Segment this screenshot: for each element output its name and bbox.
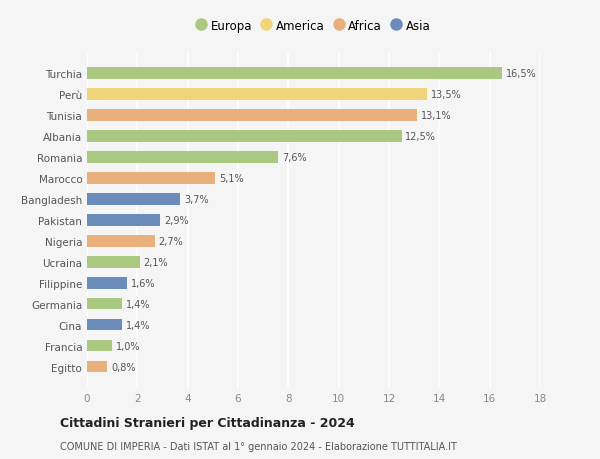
Text: 2,1%: 2,1% [143,257,168,267]
Bar [87,340,112,352]
Bar [87,257,140,268]
Bar [87,298,122,310]
Bar [87,152,278,163]
Bar [87,68,502,79]
Bar [87,361,107,373]
Bar [87,173,215,184]
Bar [87,214,160,226]
Text: 1,4%: 1,4% [126,320,151,330]
Bar [87,89,427,101]
Text: 1,4%: 1,4% [126,299,151,309]
Bar [87,131,401,142]
Text: 3,7%: 3,7% [184,195,209,204]
Legend: Europa, America, Africa, Asia: Europa, America, Africa, Asia [192,15,435,38]
Text: COMUNE DI IMPERIA - Dati ISTAT al 1° gennaio 2024 - Elaborazione TUTTITALIA.IT: COMUNE DI IMPERIA - Dati ISTAT al 1° gen… [60,441,457,451]
Text: 2,7%: 2,7% [159,236,184,246]
Bar [87,319,122,331]
Text: 2,9%: 2,9% [164,215,188,225]
Text: 12,5%: 12,5% [406,132,436,141]
Text: 5,1%: 5,1% [219,174,244,184]
Text: 7,6%: 7,6% [282,152,307,162]
Bar [87,110,416,121]
Text: Cittadini Stranieri per Cittadinanza - 2024: Cittadini Stranieri per Cittadinanza - 2… [60,416,355,429]
Bar [87,194,180,205]
Text: 0,8%: 0,8% [111,362,136,372]
Text: 1,0%: 1,0% [116,341,140,351]
Text: 1,6%: 1,6% [131,278,155,288]
Bar [87,277,127,289]
Bar [87,235,155,247]
Text: 13,1%: 13,1% [421,111,451,121]
Text: 13,5%: 13,5% [431,90,461,100]
Text: 16,5%: 16,5% [506,69,537,79]
